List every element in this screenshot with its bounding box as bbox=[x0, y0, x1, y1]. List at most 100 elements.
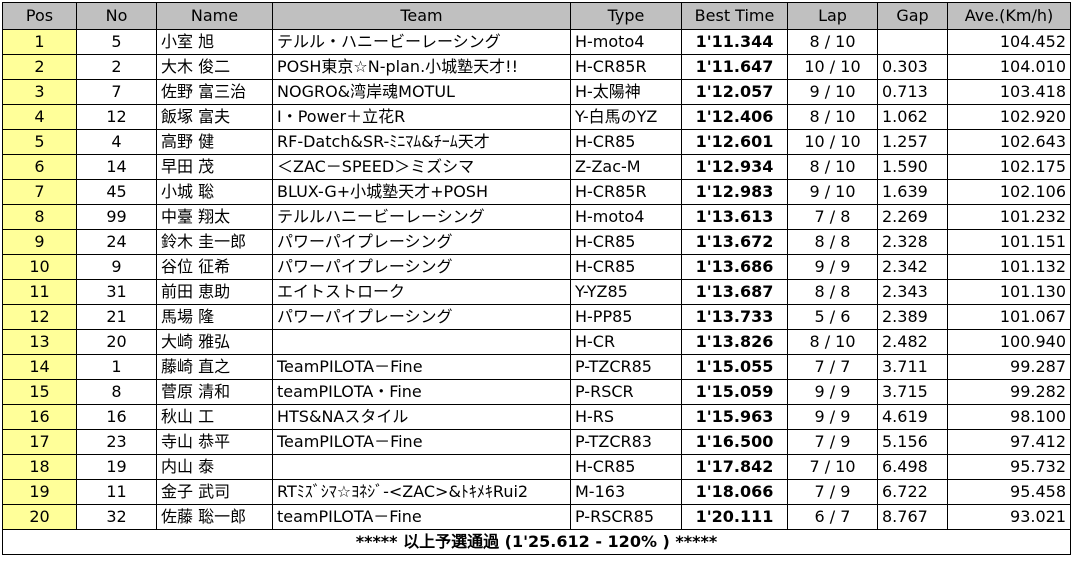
team-cell: テルル・ハニービーレーシング bbox=[272, 29, 571, 55]
best-time-cell: 1'12.406 bbox=[681, 104, 788, 130]
pos-cell: 1 bbox=[2, 29, 77, 55]
pos-cell: 13 bbox=[2, 329, 77, 355]
pos-cell: 12 bbox=[2, 304, 77, 330]
pos-cell: 19 bbox=[2, 479, 77, 505]
lap-cell: 8 / 8 bbox=[787, 279, 878, 305]
best-time-cell: 1'15.055 bbox=[681, 354, 788, 380]
best-time-cell: 1'13.687 bbox=[681, 279, 788, 305]
gap-cell: 3.711 bbox=[877, 354, 948, 380]
best-time-cell: 1'11.344 bbox=[681, 29, 788, 55]
machine-type-cell: P-TZCR83 bbox=[570, 429, 682, 455]
rider-name-cell: 鈴木 圭一郎 bbox=[156, 229, 273, 255]
table-row: 16 16 秋山 工 HTS&NAスタイル H-RS 1'15.963 9 / 9 4.619… bbox=[2, 404, 1071, 430]
number-cell: 14 bbox=[76, 154, 157, 180]
footer-row: ***** 以上予選通過 (1'25.612 - 120% ) ***** bbox=[2, 529, 1071, 555]
best-time-cell: 1'16.500 bbox=[681, 429, 788, 455]
number-cell: 4 bbox=[76, 129, 157, 155]
average-speed-cell: 95.458 bbox=[947, 479, 1071, 505]
average-speed-cell: 100.940 bbox=[947, 329, 1071, 355]
machine-type-cell: P-TZCR85 bbox=[570, 354, 682, 380]
team-cell bbox=[272, 329, 571, 355]
pos-cell: 15 bbox=[2, 379, 77, 405]
average-speed-cell: 104.010 bbox=[947, 54, 1071, 80]
lap-cell: 9 / 9 bbox=[787, 404, 878, 430]
number-cell: 21 bbox=[76, 304, 157, 330]
pos-cell: 9 bbox=[2, 229, 77, 255]
average-speed-cell: 99.287 bbox=[947, 354, 1071, 380]
best-time-cell: 1'18.066 bbox=[681, 479, 788, 505]
team-cell: teamPILOTA・Fine bbox=[272, 379, 571, 405]
team-cell: RTﾐｽﾞｼﾏ☆ﾖﾈｼﾞ-<ZAC>&ﾄｷﾒｷRui2 bbox=[272, 479, 571, 505]
pos-cell: 5 bbox=[2, 129, 77, 155]
average-speed-cell: 101.130 bbox=[947, 279, 1071, 305]
number-cell: 5 bbox=[76, 29, 157, 55]
pos-cell: 11 bbox=[2, 279, 77, 305]
best-time-cell: 1'13.613 bbox=[681, 204, 788, 230]
best-time-cell: 1'15.059 bbox=[681, 379, 788, 405]
lap-cell: 10 / 10 bbox=[787, 129, 878, 155]
machine-type-cell: Y-YZ85 bbox=[570, 279, 682, 305]
header-row: Pos No Name Team Type Best Time Lap Gap … bbox=[2, 2, 1071, 30]
results-table: Pos No Name Team Type Best Time Lap Gap … bbox=[2, 2, 1071, 555]
team-cell: HTS&NAスタイル bbox=[272, 404, 571, 430]
gap-cell: 0.303 bbox=[877, 54, 948, 80]
gap-cell: 4.619 bbox=[877, 404, 948, 430]
team-cell: テルルハニービーレーシング bbox=[272, 204, 571, 230]
gap-cell: 0.713 bbox=[877, 79, 948, 105]
lap-cell: 6 / 7 bbox=[787, 504, 878, 530]
gap-cell: 1.062 bbox=[877, 104, 948, 130]
rider-name-cell: 秋山 工 bbox=[156, 404, 273, 430]
average-speed-cell: 95.732 bbox=[947, 454, 1071, 480]
lap-cell: 9 / 10 bbox=[787, 79, 878, 105]
lap-cell: 5 / 6 bbox=[787, 304, 878, 330]
rider-name-cell: 小室 旭 bbox=[156, 29, 273, 55]
number-cell: 12 bbox=[76, 104, 157, 130]
team-cell: ＜ZAC－SPEED＞ミズシマ bbox=[272, 154, 571, 180]
pos-cell: 2 bbox=[2, 54, 77, 80]
average-speed-cell: 101.132 bbox=[947, 254, 1071, 280]
average-speed-cell: 103.418 bbox=[947, 79, 1071, 105]
team-cell bbox=[272, 454, 571, 480]
table-row: 4 12 飯塚 富夫 I・Power＋立花R Y-白馬のYZ 1'12.406 8 / 10… bbox=[2, 104, 1071, 130]
table-row: 10 9 谷位 征希 パワーパイプレーシング H-CR85 1'13.686 9 / 9 2.… bbox=[2, 254, 1071, 280]
average-speed-cell: 97.412 bbox=[947, 429, 1071, 455]
team-cell: TeamPILOTA－Fine bbox=[272, 354, 571, 380]
average-speed-cell: 102.643 bbox=[947, 129, 1071, 155]
gap-cell: 2.269 bbox=[877, 204, 948, 230]
team-cell: NOGRO&湾岸魂MOTUL bbox=[272, 79, 571, 105]
rider-name-cell: 飯塚 富夫 bbox=[156, 104, 273, 130]
gap-cell: 2.328 bbox=[877, 229, 948, 255]
number-cell: 1 bbox=[76, 354, 157, 380]
gap-cell: 6.498 bbox=[877, 454, 948, 480]
best-time-cell: 1'12.934 bbox=[681, 154, 788, 180]
best-time-cell: 1'20.111 bbox=[681, 504, 788, 530]
best-time-cell: 1'13.733 bbox=[681, 304, 788, 330]
machine-type-cell: H-moto4 bbox=[570, 29, 682, 55]
lap-cell: 9 / 10 bbox=[787, 179, 878, 205]
rider-name-cell: 寺山 恭平 bbox=[156, 429, 273, 455]
header-pos: Pos bbox=[2, 2, 77, 30]
rider-name-cell: 小城 聡 bbox=[156, 179, 273, 205]
pos-cell: 10 bbox=[2, 254, 77, 280]
team-cell: RF-Datch&SR-ﾐﾆﾏﾑ&ﾁｰﾑ天才 bbox=[272, 129, 571, 155]
gap-cell: 6.722 bbox=[877, 479, 948, 505]
average-speed-cell: 99.282 bbox=[947, 379, 1071, 405]
best-time-cell: 1'13.686 bbox=[681, 254, 788, 280]
table-row: 7 45 小城 聡 BLUX-G+小城塾天才+POSH H-CR85R 1'12.983 9… bbox=[2, 179, 1071, 205]
rider-name-cell: 内山 泰 bbox=[156, 454, 273, 480]
gap-cell: 2.343 bbox=[877, 279, 948, 305]
number-cell: 20 bbox=[76, 329, 157, 355]
pos-cell: 18 bbox=[2, 454, 77, 480]
lap-cell: 9 / 9 bbox=[787, 254, 878, 280]
qualification-note: ***** 以上予選通過 (1'25.612 - 120% ) ***** bbox=[2, 529, 1071, 555]
team-cell: TeamPILOTA－Fine bbox=[272, 429, 571, 455]
rider-name-cell: 佐野 富三治 bbox=[156, 79, 273, 105]
team-cell: エイトストローク bbox=[272, 279, 571, 305]
machine-type-cell: H-CR85 bbox=[570, 454, 682, 480]
number-cell: 32 bbox=[76, 504, 157, 530]
header-no: No bbox=[76, 2, 157, 30]
lap-cell: 7 / 8 bbox=[787, 204, 878, 230]
table-row: 14 1 藤崎 直之 TeamPILOTA－Fine P-TZCR85 1'15.055 7… bbox=[2, 354, 1071, 380]
best-time-cell: 1'12.983 bbox=[681, 179, 788, 205]
lap-cell: 8 / 10 bbox=[787, 104, 878, 130]
